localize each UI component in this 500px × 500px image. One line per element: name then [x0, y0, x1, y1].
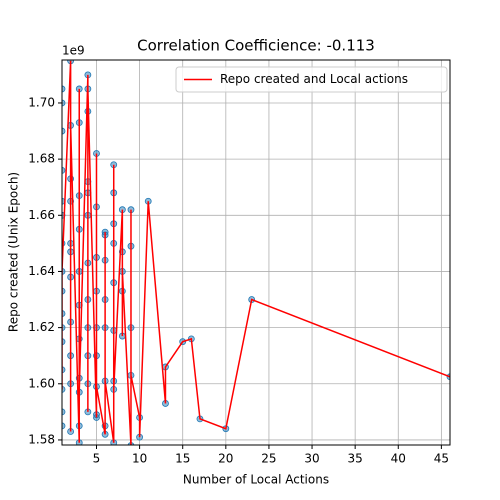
y-tick-label: 1.62 [28, 320, 55, 334]
x-tick-label: 10 [132, 452, 147, 466]
legend-label: Repo created and Local actions [220, 72, 408, 86]
x-tick-label: 15 [175, 452, 190, 466]
scatter-point [62, 99, 66, 107]
axes-frame [61, 59, 451, 446]
scatter-point [62, 127, 66, 135]
scatter-point [62, 408, 66, 416]
y-tick-label: 1.70 [28, 95, 55, 109]
plot-area [62, 60, 450, 445]
x-tick-label: 35 [348, 452, 363, 466]
scatter-point [62, 85, 66, 93]
x-tick-label: 5 [93, 452, 101, 466]
line [62, 60, 450, 445]
y-tick-label: 1.68 [28, 152, 55, 166]
y-tick-label: 1.58 [28, 432, 55, 446]
y-tick-label: 1.64 [28, 264, 55, 278]
scatter-point [62, 422, 66, 430]
chart-title: Correlation Coefficience: -0.113 [137, 37, 375, 55]
grid [62, 60, 450, 445]
legend-box [175, 66, 448, 93]
x-axis-label: Number of Local Actions [183, 473, 329, 487]
y-tick-label: 1.66 [28, 208, 55, 222]
x-tick-label: 20 [218, 452, 233, 466]
ticks: 5 10 15 20 25 30 35 40 45 1.58 1.60 1.62 1.64 1.66 1.6… [28, 95, 449, 465]
legend: Repo created and Local actions [175, 66, 448, 93]
scatter-point [62, 166, 66, 174]
y-offset-label: 1e9 [62, 44, 85, 58]
y-axis-label: Repo created (Unix Epoch) [7, 172, 21, 332]
x-tick-label: 30 [304, 452, 319, 466]
x-tick-label: 40 [391, 452, 406, 466]
x-tick-label: 25 [261, 452, 276, 466]
x-tick-label: 45 [434, 452, 449, 466]
y-tick-label: 1.60 [28, 376, 55, 390]
